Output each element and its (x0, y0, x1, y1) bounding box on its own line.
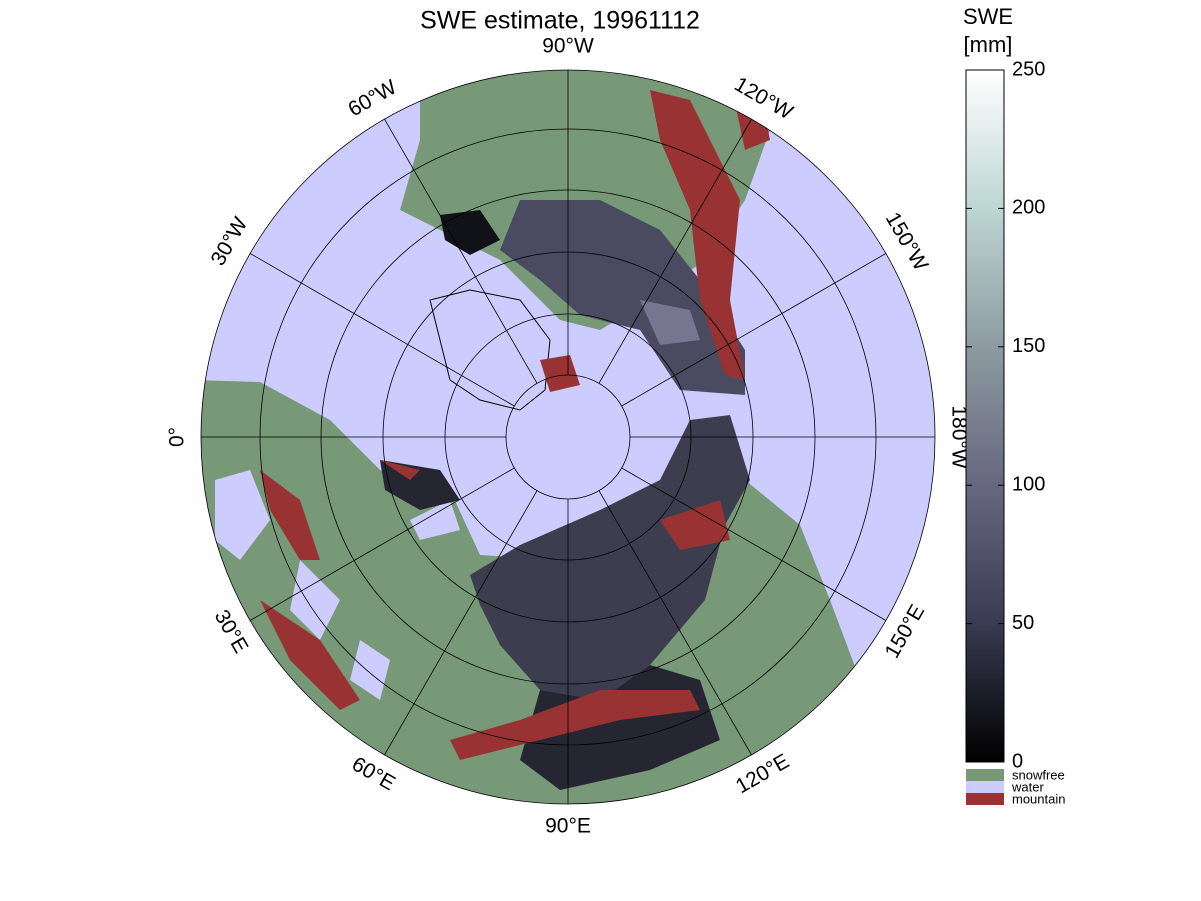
meridian (598, 490, 752, 756)
graticule (200, 69, 936, 805)
legend-label: snowfree (1012, 767, 1065, 782)
canada-snow (500, 200, 745, 395)
colorbar: SWE [mm] 0 50 100 150 200 250 (963, 4, 1045, 772)
meridian (621, 253, 887, 407)
colorbar-tick-label: 150 (1012, 335, 1045, 357)
map-title: SWE estimate, 19961112 (420, 7, 700, 35)
colorbar-tick-label: 50 (1012, 612, 1034, 634)
colorbar-tick-label: 100 (1012, 473, 1045, 495)
colorbar-tick-label: 200 (1012, 197, 1045, 219)
labrador-snow (440, 210, 500, 255)
meridian-label: 90°W (542, 35, 594, 58)
legend-swatch (966, 781, 1004, 793)
meridian (598, 118, 752, 384)
meridian (384, 118, 538, 384)
colorbar-tick-label: 250 (1012, 58, 1045, 80)
legend-swatch (966, 769, 1004, 781)
europe-water (215, 470, 460, 700)
meridian-label: 90°E (545, 815, 591, 838)
alaska-snow (640, 300, 700, 345)
meridian (621, 467, 887, 621)
meridian (249, 253, 515, 407)
legend-swatch (966, 793, 1004, 805)
greenland-coast (429, 289, 551, 411)
legend-label: water (1011, 779, 1044, 794)
colorbar-label: [mm] (964, 32, 1013, 57)
meridian-label: 180°W (947, 405, 970, 468)
siberia-snow (470, 415, 750, 700)
map (201, 70, 935, 804)
meridian (249, 467, 515, 621)
meridian (384, 490, 538, 756)
colorbar-tick-label: 0 (1012, 750, 1023, 772)
colorbar-label: SWE (963, 4, 1013, 29)
legend-label: mountain (1012, 791, 1065, 806)
meridian-label: 0° (166, 427, 189, 447)
colorbar-scale (965, 69, 1005, 763)
